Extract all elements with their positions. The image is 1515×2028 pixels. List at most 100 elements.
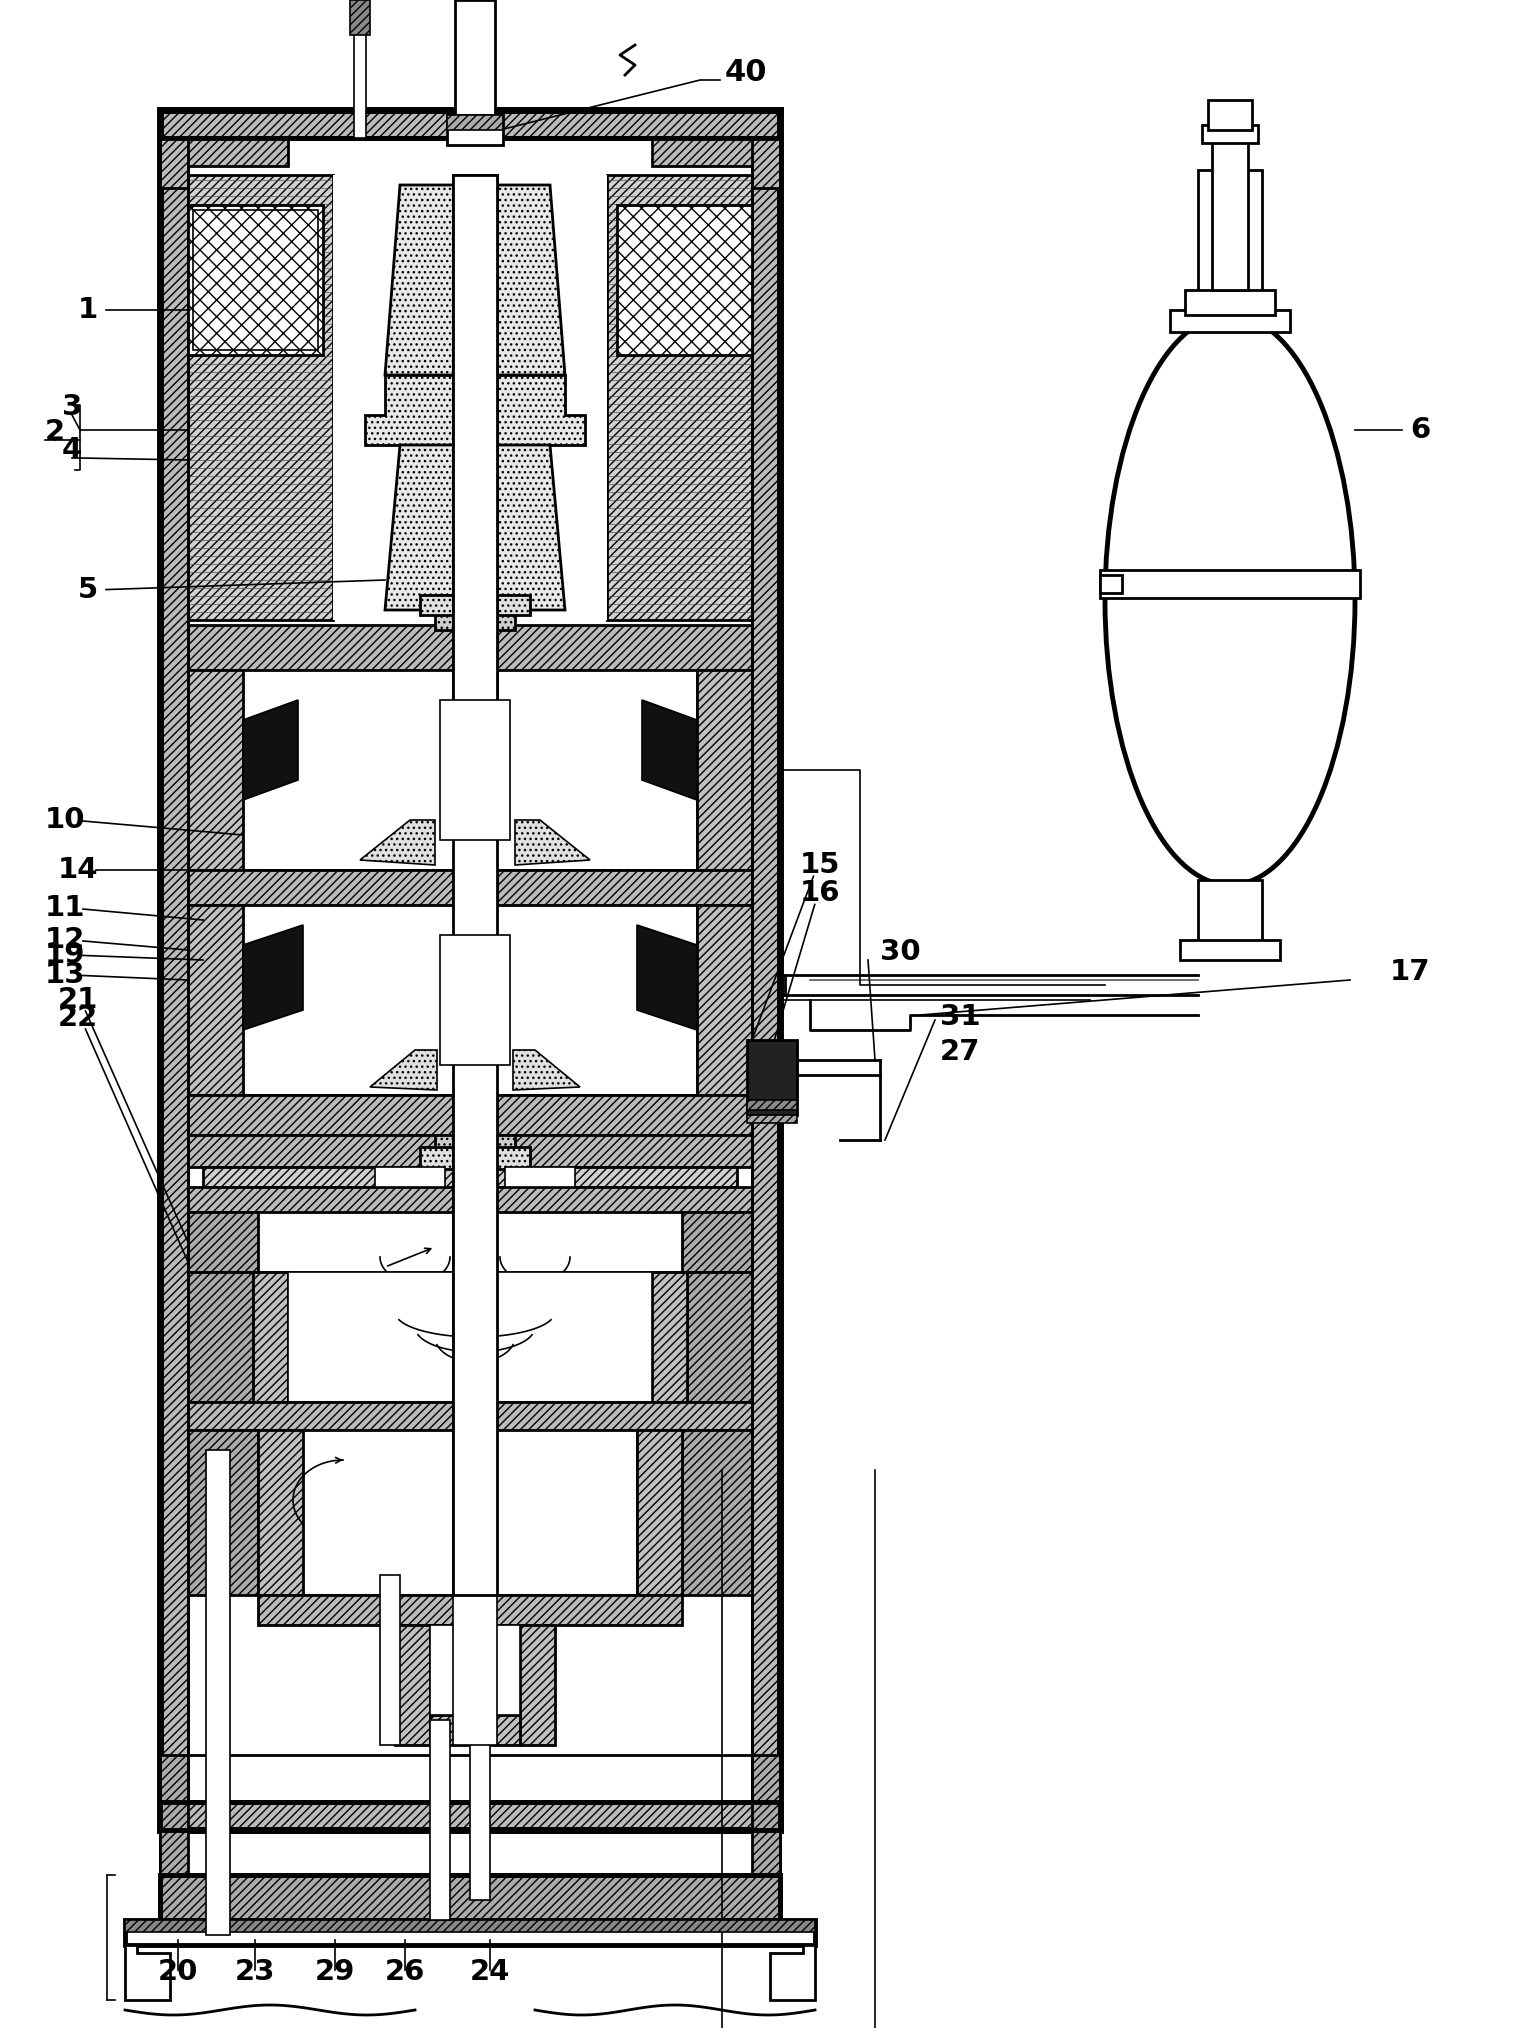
Bar (697, 904, 751, 1095)
Bar (161, 1803, 780, 1829)
Bar (188, 1095, 751, 1136)
Bar (617, 205, 751, 355)
Bar (682, 1430, 751, 1594)
Bar (188, 1136, 751, 1166)
Text: 14: 14 (58, 856, 98, 884)
Bar (242, 669, 697, 870)
Bar (504, 1166, 576, 1186)
Bar (161, 1876, 780, 1921)
Text: 15: 15 (800, 852, 841, 878)
Bar (203, 1166, 736, 1186)
Bar (751, 138, 780, 1803)
Bar (747, 1099, 797, 1109)
Polygon shape (361, 819, 435, 866)
Text: 1: 1 (77, 296, 98, 324)
Bar (188, 205, 323, 355)
Bar (126, 1921, 815, 1933)
Bar (447, 116, 503, 144)
Bar (188, 1401, 751, 1430)
Bar (747, 1115, 797, 1124)
Bar (1201, 126, 1257, 144)
Bar (430, 1624, 520, 1716)
Bar (188, 138, 751, 1803)
Bar (161, 138, 188, 1803)
Bar (253, 1272, 288, 1401)
Bar (192, 211, 318, 351)
Bar (447, 116, 503, 130)
Bar (303, 1430, 636, 1594)
Text: 31: 31 (939, 1004, 980, 1030)
Bar (1100, 570, 1360, 598)
Bar (188, 669, 242, 870)
Polygon shape (636, 925, 697, 1030)
Bar (242, 904, 697, 1095)
Bar (453, 1272, 497, 1401)
Polygon shape (161, 138, 188, 158)
Bar (161, 110, 780, 138)
Bar (161, 1803, 780, 1829)
Text: 11: 11 (45, 894, 85, 923)
Text: 4: 4 (62, 436, 82, 464)
Text: 16: 16 (800, 878, 841, 907)
Bar (161, 1876, 780, 1921)
Bar (453, 1213, 497, 1272)
Bar (420, 594, 530, 614)
Bar (188, 870, 751, 904)
Bar (751, 138, 780, 1803)
Bar (453, 625, 497, 669)
Bar (1170, 310, 1289, 333)
Bar (253, 1272, 686, 1401)
Text: 12: 12 (45, 927, 85, 953)
Bar (453, 1430, 497, 1744)
Bar (453, 174, 497, 819)
Text: 27: 27 (939, 1038, 980, 1067)
Bar (1207, 99, 1251, 130)
Text: 21: 21 (58, 986, 98, 1014)
Bar (1100, 576, 1123, 592)
Ellipse shape (1104, 314, 1354, 884)
Polygon shape (651, 138, 780, 189)
Text: 2: 2 (45, 418, 65, 446)
Bar (453, 1186, 497, 1213)
Bar (454, 0, 495, 140)
Polygon shape (514, 1051, 580, 1089)
Bar (682, 1213, 751, 1272)
Bar (453, 870, 497, 904)
Bar (520, 1624, 554, 1744)
Bar (453, 1136, 497, 1166)
Bar (161, 110, 780, 138)
Bar (453, 1095, 497, 1136)
Bar (188, 904, 242, 1095)
Bar (1185, 290, 1276, 314)
Bar (126, 1921, 815, 1945)
Bar (376, 1166, 445, 1186)
Polygon shape (242, 925, 303, 1030)
Bar (453, 174, 497, 1594)
Bar (258, 1430, 303, 1594)
Polygon shape (126, 1945, 170, 2000)
Bar (751, 1754, 780, 1876)
Bar (1198, 170, 1262, 324)
Bar (188, 174, 333, 621)
Bar (636, 1430, 682, 1594)
Text: 29: 29 (315, 1957, 355, 1985)
Bar (608, 174, 751, 621)
Bar (206, 1450, 230, 1935)
Bar (1180, 941, 1280, 959)
Bar (420, 1148, 530, 1168)
Bar (161, 1754, 188, 1876)
Polygon shape (370, 1051, 436, 1089)
Text: 19: 19 (45, 941, 85, 969)
Bar (453, 1166, 497, 1186)
Bar (188, 625, 751, 669)
Text: 26: 26 (385, 1957, 426, 1985)
Bar (453, 1186, 497, 1213)
Bar (686, 1272, 751, 1401)
Text: 6: 6 (1410, 416, 1430, 444)
Text: 23: 23 (235, 1957, 276, 1985)
Bar (395, 1624, 430, 1744)
Bar (430, 1720, 450, 1921)
Text: 20: 20 (158, 1957, 198, 1985)
Text: 17: 17 (1389, 957, 1430, 986)
Text: 40: 40 (726, 57, 768, 87)
